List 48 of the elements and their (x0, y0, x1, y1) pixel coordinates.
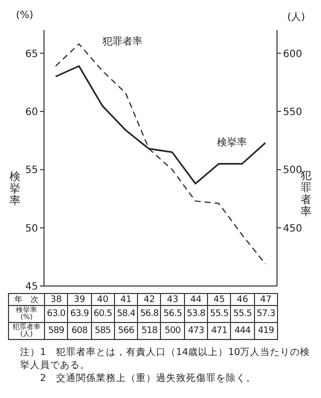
x-tick-label: 45 (208, 294, 231, 306)
x-tick-label: 39 (68, 294, 92, 306)
data-label: 473 (184, 322, 208, 340)
data-label: 63.9 (68, 306, 92, 322)
data-label: 55.5 (230, 306, 254, 322)
y-tick-label: 55 (25, 165, 38, 176)
y-tick-label: 50 (25, 223, 38, 234)
data-label: 55.5 (208, 306, 231, 322)
x-tick-label: 44 (184, 294, 208, 306)
data-label: 419 (254, 322, 278, 340)
series-label: 検挙率 (217, 136, 248, 148)
x-tick-label: 41 (114, 294, 138, 306)
y2-axis-title: 犯罪者率 (300, 169, 312, 218)
data-label: 58.4 (114, 306, 138, 322)
text: 2 交通関係業務上（重）過失致死傷罪を除く。 (39, 372, 258, 385)
text: (人) (287, 11, 305, 24)
data-label: 60.5 (91, 306, 114, 322)
y-tick-label: 60 (25, 107, 38, 118)
data-label: 56.5 (160, 306, 184, 322)
data-label: 608 (68, 322, 92, 340)
data-label: 53.8 (184, 306, 208, 322)
data-label: 444 (230, 322, 254, 340)
data-label: 500 (160, 322, 184, 340)
x-axis-title: 年 次 (8, 294, 44, 306)
text: 検挙率 (10, 170, 20, 207)
x-tick-label: 38 (44, 294, 68, 306)
text: 注）1 犯罪者率とは，有責人口（14歳以上）10万人当たりの検挙人員である。 (20, 346, 312, 372)
y2-tick-label: 450 (283, 223, 302, 234)
line-series (54, 65, 266, 184)
data-label: 56.8 (138, 306, 161, 322)
data-label: 57.3 (254, 306, 278, 322)
data-label: 471 (208, 322, 231, 340)
x-tick-label: 40 (91, 294, 114, 306)
x-tick-label: 46 (230, 294, 254, 306)
x-tick-label: 47 (254, 294, 278, 306)
data-label: 566 (114, 322, 138, 340)
x-tick-label: 42 (138, 294, 161, 306)
data-label: 589 (44, 322, 68, 340)
text: (%) (16, 10, 34, 21)
data-label: 518 (138, 322, 161, 340)
series-label: 犯罪者率 (102, 35, 142, 48)
x-tick-label: 43 (160, 294, 184, 306)
data-label: 585 (91, 322, 114, 340)
data-label: 63.0 (44, 306, 68, 322)
y-tick-label: 65 (25, 48, 38, 60)
y-tick-label: 45 (25, 282, 38, 293)
y2-tick-label: 550 (283, 107, 302, 118)
y2-tick-label: 600 (283, 48, 302, 60)
